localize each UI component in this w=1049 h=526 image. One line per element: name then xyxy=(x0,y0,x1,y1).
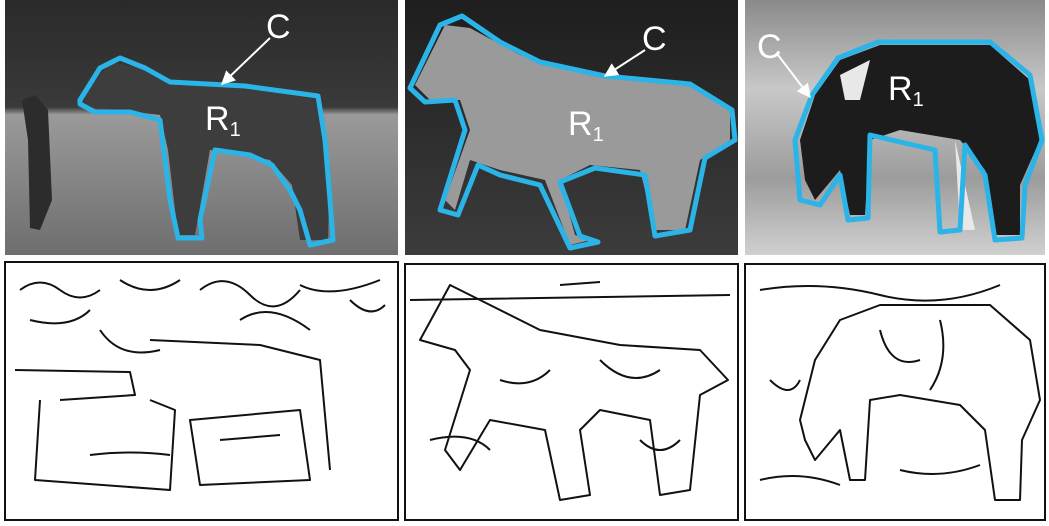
edge-map xyxy=(745,264,1045,520)
contour-label: C xyxy=(266,8,291,46)
label-part: R xyxy=(205,100,230,138)
label-part: R xyxy=(568,105,593,143)
contour-label: C xyxy=(642,20,667,58)
edge-map xyxy=(5,262,398,520)
label-part: 1 xyxy=(230,119,241,141)
label-part: 1 xyxy=(913,89,924,111)
photo-panel: C R1 xyxy=(405,0,738,255)
contour-label: C xyxy=(757,28,782,66)
photo-panel: C R1 xyxy=(5,0,398,255)
label-part: R xyxy=(888,70,913,108)
label-part: 1 xyxy=(593,124,604,146)
photo-panel: C R1 xyxy=(745,0,1045,255)
edge-map xyxy=(405,264,738,520)
figure: C R1 C R1 C R1 xyxy=(0,0,1049,526)
